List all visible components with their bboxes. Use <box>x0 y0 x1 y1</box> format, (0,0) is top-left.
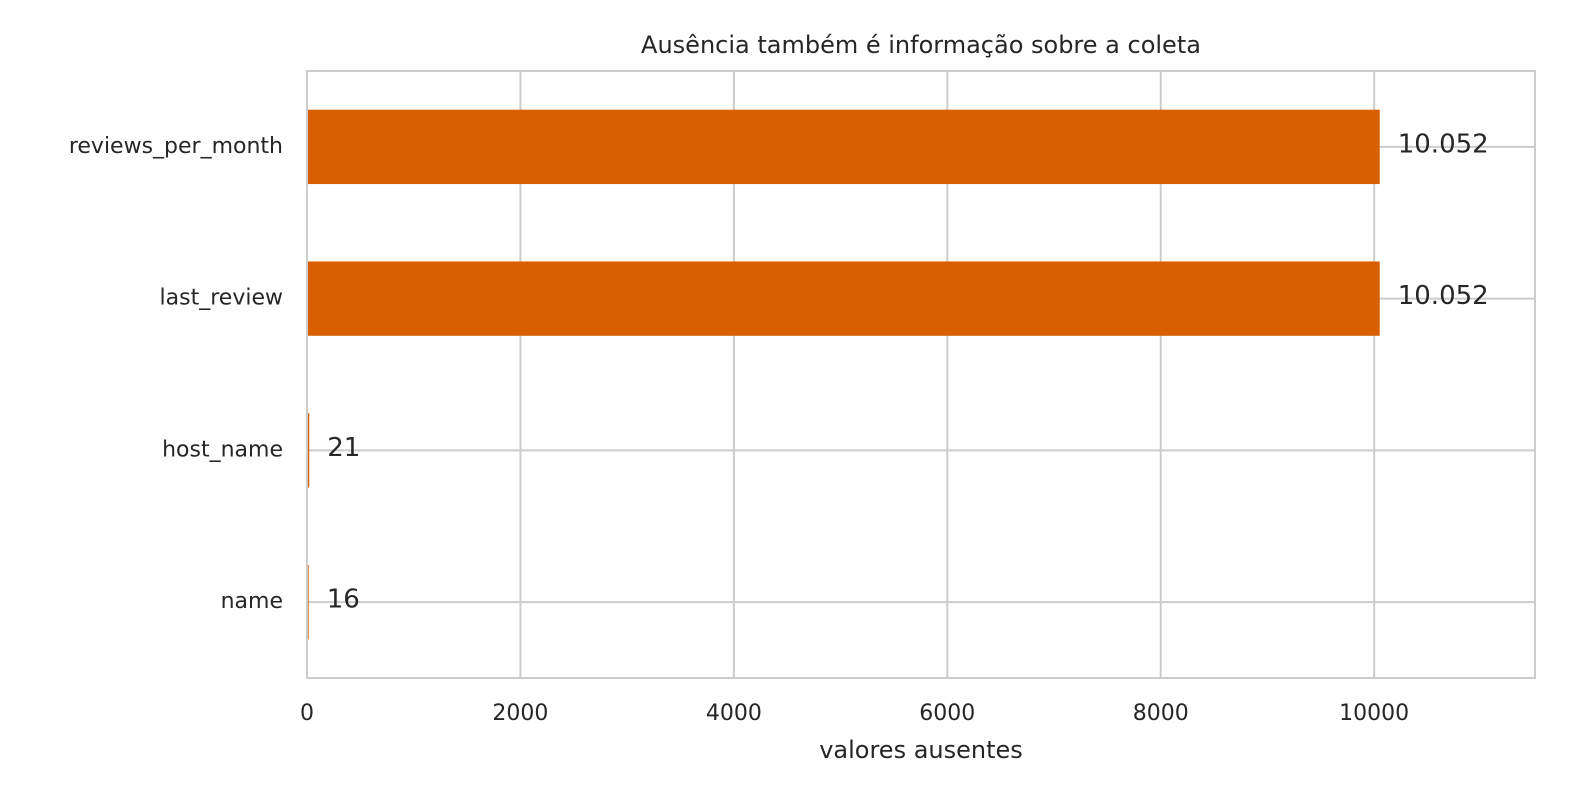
data-label: 10.052 <box>1398 129 1489 159</box>
data-label: 16 <box>327 585 360 615</box>
plot-frame <box>306 70 1536 679</box>
bar <box>307 413 310 488</box>
data-label: 10.052 <box>1398 281 1489 311</box>
x-tick-label: 0 <box>300 701 314 726</box>
bar <box>307 109 1380 185</box>
bar <box>307 261 1380 336</box>
x-tick-label: 2000 <box>492 701 548 726</box>
x-tick-label: 10000 <box>1339 701 1409 726</box>
y-tick-label: reviews_per_month <box>69 134 283 159</box>
y-tick-label: name <box>221 589 283 614</box>
x-tick-label: 6000 <box>919 701 975 726</box>
x-tick-label: 4000 <box>706 701 762 726</box>
x-tick-label: 8000 <box>1133 701 1189 726</box>
x-axis-label: valores ausentes <box>819 736 1023 764</box>
y-tick-label: last_review <box>160 286 283 311</box>
chart-title: Ausência também é informação sobre a col… <box>641 31 1201 59</box>
data-label: 21 <box>327 433 360 463</box>
y-tick-label: host_name <box>162 437 283 462</box>
